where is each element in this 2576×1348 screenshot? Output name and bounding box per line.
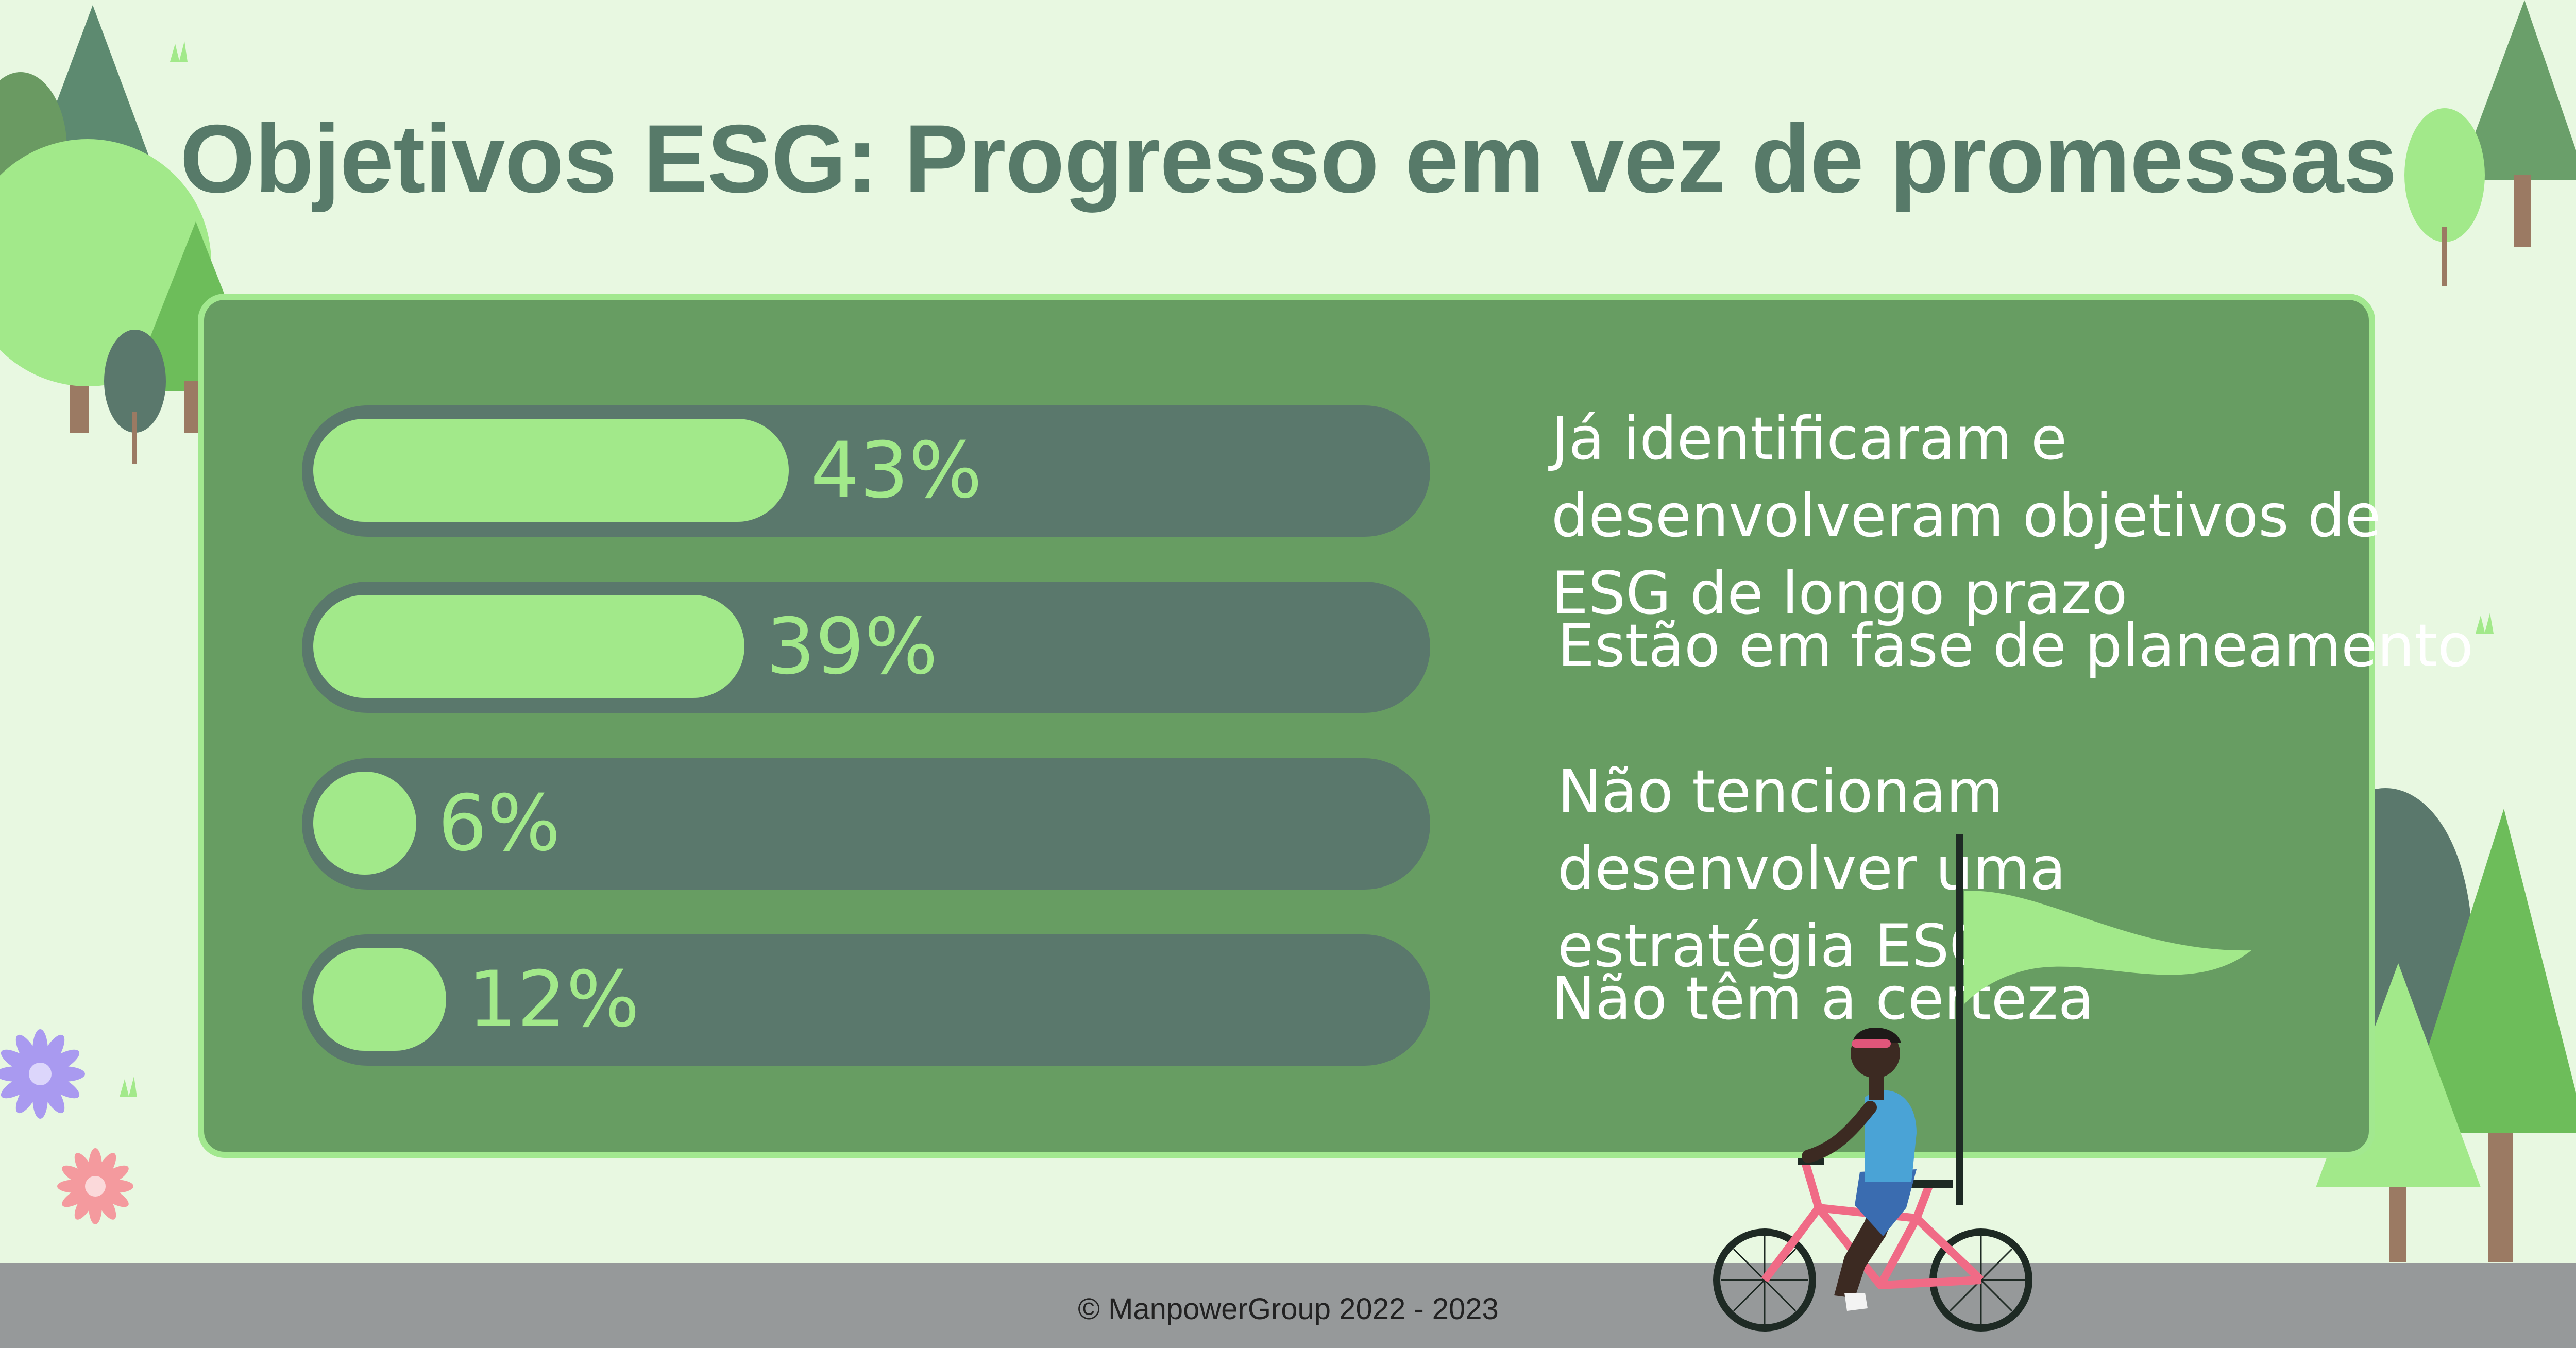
bar-fill bbox=[313, 772, 416, 875]
flower-purple-icon bbox=[0, 1029, 85, 1119]
bar-category-label: Não tencionam desenvolver uma estratégia… bbox=[1557, 757, 2066, 980]
bar-value-label: 12% bbox=[468, 955, 640, 1045]
bar-row: 39% Estão em fase de planeamento bbox=[302, 582, 2473, 713]
bar-track bbox=[302, 405, 1430, 537]
bar-value-label: 6% bbox=[438, 779, 561, 868]
bar-fill bbox=[313, 419, 789, 522]
bar-track bbox=[302, 758, 1430, 890]
bar-row: 6% Não tencionam desenvolver uma estraté… bbox=[302, 757, 2363, 980]
grass-tufts bbox=[120, 41, 2494, 1097]
bar-row: 43% Já identificaram e desenvolveram obj… bbox=[302, 404, 2381, 627]
bar-fill bbox=[313, 595, 744, 698]
bar-category-label: Estão em fase de planeamento bbox=[1557, 611, 2473, 680]
bar-category-label: Já identificaram e desenvolveram objetiv… bbox=[1551, 404, 2381, 627]
bar-value-label: 39% bbox=[766, 602, 938, 692]
flag-icon bbox=[1956, 834, 2251, 1205]
chart-panel: 43% Já identificaram e desenvolveram obj… bbox=[198, 294, 2473, 1158]
bar-track bbox=[302, 934, 1430, 1066]
cyclist-person-icon bbox=[1802, 1028, 1917, 1311]
road bbox=[0, 1263, 2576, 1348]
tree-group-right-top bbox=[2404, 0, 2576, 286]
page-title: Objetivos ESG: Progresso em vez de prome… bbox=[180, 105, 2397, 213]
bicycle-icon bbox=[1713, 1158, 2032, 1332]
bar-fill bbox=[313, 948, 446, 1051]
bar-value-label: 43% bbox=[810, 426, 982, 516]
copyright-footer: © ManpowerGroup 2022 - 2023 bbox=[1078, 1292, 1499, 1326]
bar-row: 12% Não têm a certeza bbox=[302, 934, 2363, 1066]
flower-pink-icon bbox=[57, 1148, 133, 1224]
bar-track bbox=[302, 582, 1430, 713]
